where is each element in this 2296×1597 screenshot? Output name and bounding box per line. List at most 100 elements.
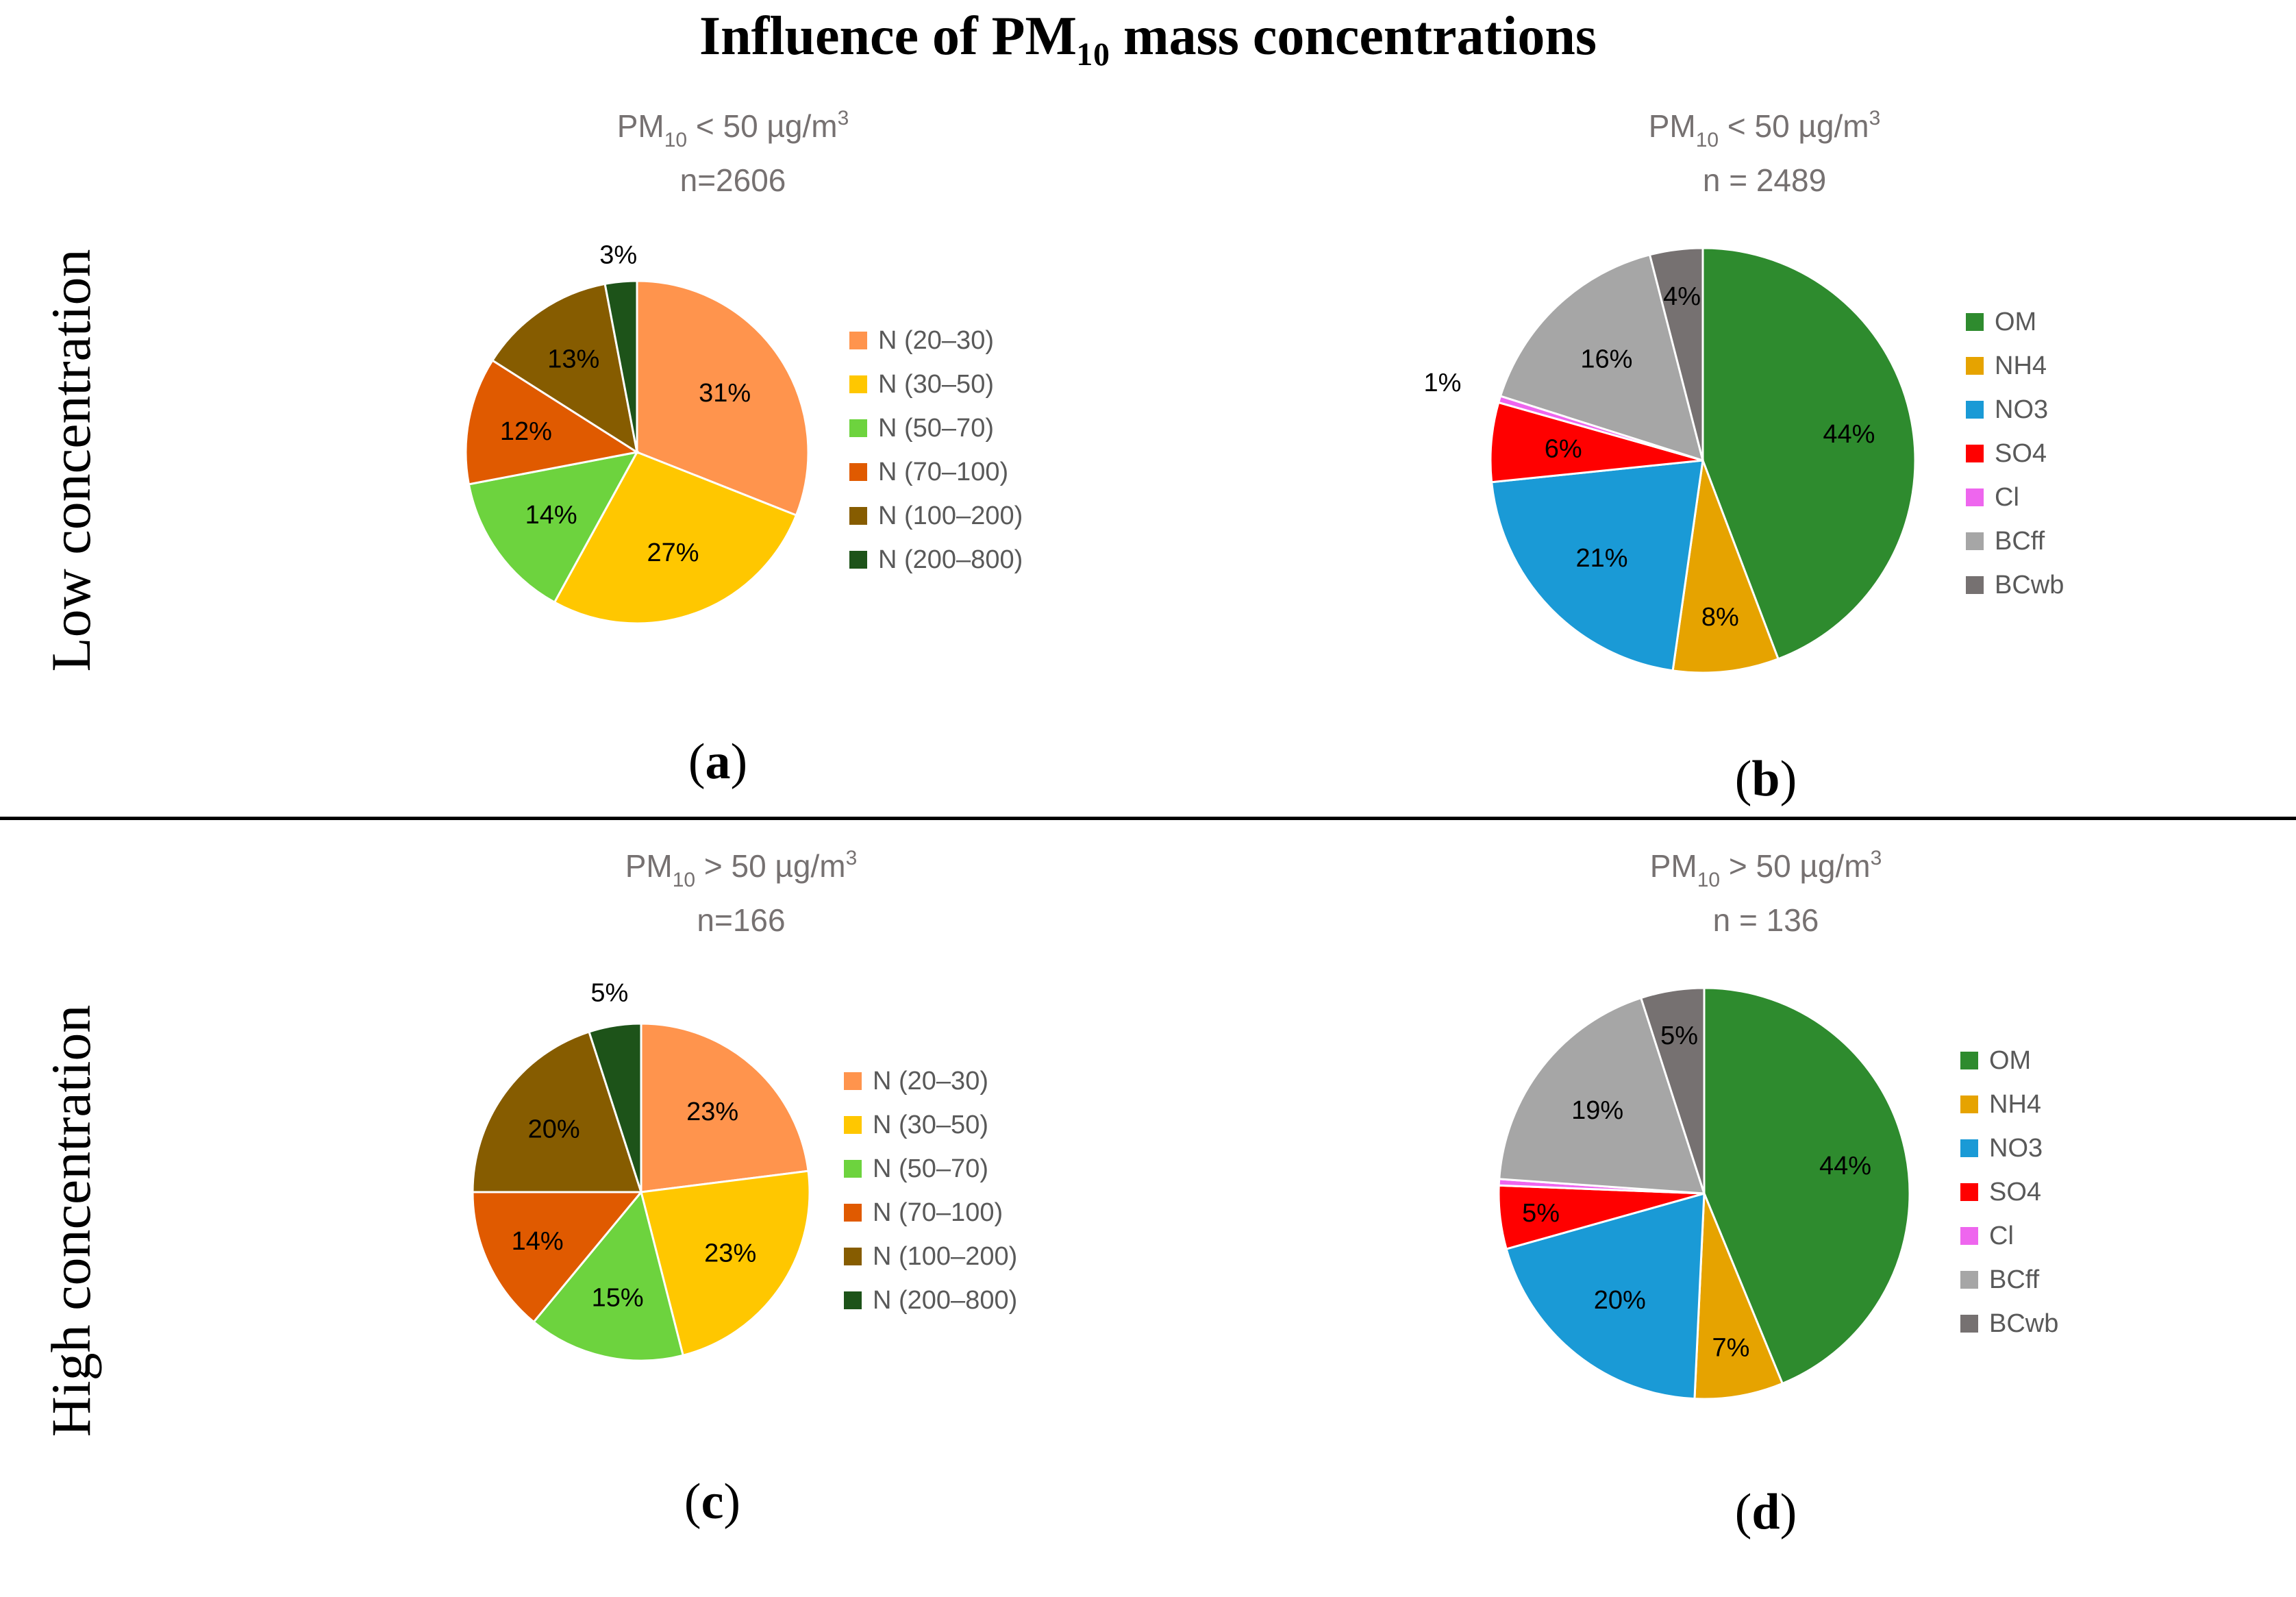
legend-item: NO3 xyxy=(1966,388,2064,432)
pie-slice-bcff xyxy=(1498,996,1706,1195)
panel-n-label: n=2606 xyxy=(679,162,786,198)
legend-label: SO4 xyxy=(1995,438,2047,468)
slice-data-label: 23% xyxy=(686,1098,738,1126)
legend-item: NH4 xyxy=(1966,344,2064,388)
legend-label: Cl xyxy=(1995,482,2019,512)
legend-item: Cl xyxy=(1960,1214,2058,1258)
pie-chart-c: 23% 23% 15% 14% 20% 5% xyxy=(471,978,811,1362)
pie-slice-n-200-800 xyxy=(588,1022,642,1193)
panel-letter-a: (a) xyxy=(688,734,748,790)
legend-item: OM xyxy=(1960,1039,2058,1082)
legend-label: SO4 xyxy=(1989,1177,2042,1206)
pie-chart-d: 44% 7% 20% 5% 19% 5% xyxy=(1497,987,1911,1400)
panel-title-line: PM10 > 50 µg/m3 xyxy=(625,847,858,891)
legend-swatch xyxy=(1966,313,1984,331)
legend-swatch xyxy=(844,1204,862,1222)
legend-swatch xyxy=(849,419,867,437)
legend-swatch xyxy=(1966,576,1984,594)
legend-swatch xyxy=(844,1116,862,1134)
legend-swatch xyxy=(1966,532,1984,550)
legend-item: N (50–70) xyxy=(849,406,1023,450)
slice-data-label: 16% xyxy=(1580,345,1632,373)
legend-item: N (200–800) xyxy=(844,1278,1017,1322)
legend-item: SO4 xyxy=(1966,432,2064,475)
slice-data-label: 5% xyxy=(1660,1022,1698,1050)
slice-data-label: 44% xyxy=(1819,1152,1871,1180)
legend-swatch xyxy=(1966,488,1984,506)
pie-slice-n-50-70 xyxy=(467,450,639,604)
legend-swatch xyxy=(1960,1315,1978,1333)
slice-data-label: 8% xyxy=(1701,603,1739,632)
slice-data-label: 3% xyxy=(599,240,637,269)
legend-swatch xyxy=(1960,1095,1978,1113)
panel-n-label: n = 136 xyxy=(1712,902,1819,938)
pie-slice-n-20-30 xyxy=(636,280,810,517)
pie-slice-no3 xyxy=(1505,1191,1706,1400)
legend-swatch xyxy=(1966,445,1984,462)
legend-label: N (30–50) xyxy=(873,1110,988,1139)
legend-swatch xyxy=(849,375,867,393)
slice-data-label: 19% xyxy=(1571,1096,1623,1125)
legend-swatch xyxy=(849,507,867,525)
legend-swatch xyxy=(1960,1139,1978,1157)
legend-label: BCwb xyxy=(1995,570,2064,599)
legend-swatch xyxy=(849,463,867,481)
legend-label: BCwb xyxy=(1989,1309,2059,1338)
legend-swatch xyxy=(844,1072,862,1090)
legend-label: N (200–800) xyxy=(878,545,1023,574)
slice-data-label: 13% xyxy=(547,345,599,374)
legend-label: BCff xyxy=(1989,1265,2040,1294)
legend-label: NH4 xyxy=(1989,1089,2042,1119)
pie-slice-n-100-200 xyxy=(490,282,639,455)
legend-label: NH4 xyxy=(1995,351,2047,380)
pie-chart-b: 44% 8% 21% 6% 1% 16% 4% xyxy=(1424,247,1917,674)
slice-data-label: 27% xyxy=(647,538,699,567)
slice-data-label: 12% xyxy=(500,417,552,446)
legend-label: N (20–30) xyxy=(878,325,994,355)
legend-swatch xyxy=(844,1291,862,1309)
legend-label: Cl xyxy=(1989,1221,2014,1250)
legend-label: BCff xyxy=(1995,526,2045,556)
legend-label: N (70–100) xyxy=(878,457,1009,486)
legend-label: N (30–50) xyxy=(878,369,994,399)
pie-slice-bcwb xyxy=(1648,247,1704,461)
panel-letter-b: (b) xyxy=(1734,751,1797,807)
pie-slice-nh4 xyxy=(1693,1193,1784,1400)
legend-swatch xyxy=(1960,1183,1978,1201)
legend-item: NO3 xyxy=(1960,1126,2058,1170)
slice-data-label: 4% xyxy=(1663,282,1701,311)
slice-data-label: 23% xyxy=(704,1239,756,1267)
pie-slice-nh4 xyxy=(1671,460,1780,674)
pie-slice-om xyxy=(1703,987,1911,1385)
panel-c-title: PM10 > 50 µg/m3 n=166 xyxy=(536,841,947,945)
legend-swatch xyxy=(844,1248,862,1265)
legend-item: N (20–30) xyxy=(849,319,1023,362)
pie-slice-n-70-100 xyxy=(464,358,640,486)
legend-item: N (100–200) xyxy=(844,1235,1017,1278)
legend-item: N (70–100) xyxy=(844,1191,1017,1235)
pie-slice-bcff xyxy=(1499,253,1705,462)
legend-label: N (50–70) xyxy=(878,413,994,443)
legend-swatch xyxy=(1960,1271,1978,1289)
legend-label: N (100–200) xyxy=(873,1241,1018,1271)
legend-label: NO3 xyxy=(1989,1133,2043,1163)
legend-a: N (20–30) N (30–50) N (50–70) N (70–100) N (… xyxy=(849,319,1023,582)
legend-swatch xyxy=(1960,1052,1978,1069)
panel-d-title: PM10 > 50 µg/m3 n = 136 xyxy=(1560,841,1971,945)
row-divider xyxy=(0,817,2296,820)
panel-title-line: PM10 < 50 µg/m3 xyxy=(1648,107,1881,151)
legend-label: N (200–800) xyxy=(873,1285,1018,1315)
pie-slice-n-100-200 xyxy=(471,1030,643,1193)
legend-item: BCff xyxy=(1960,1258,2058,1302)
legend-c: N (20–30) N (30–50) N (50–70) N (70–100) N (… xyxy=(844,1059,1017,1322)
slice-data-label: 7% xyxy=(1712,1334,1750,1363)
panel-n-label: n=166 xyxy=(697,902,786,938)
legend-item: N (30–50) xyxy=(844,1103,1017,1147)
legend-swatch xyxy=(1960,1227,1978,1245)
legend-swatch xyxy=(1966,357,1984,375)
panel-b-title: PM10 < 50 µg/m3 n = 2489 xyxy=(1559,101,1970,205)
slice-data-label: 14% xyxy=(525,501,577,530)
legend-label: NO3 xyxy=(1995,395,2049,424)
pie-slice-bcwb xyxy=(1639,987,1706,1194)
legend-item: N (50–70) xyxy=(844,1147,1017,1191)
